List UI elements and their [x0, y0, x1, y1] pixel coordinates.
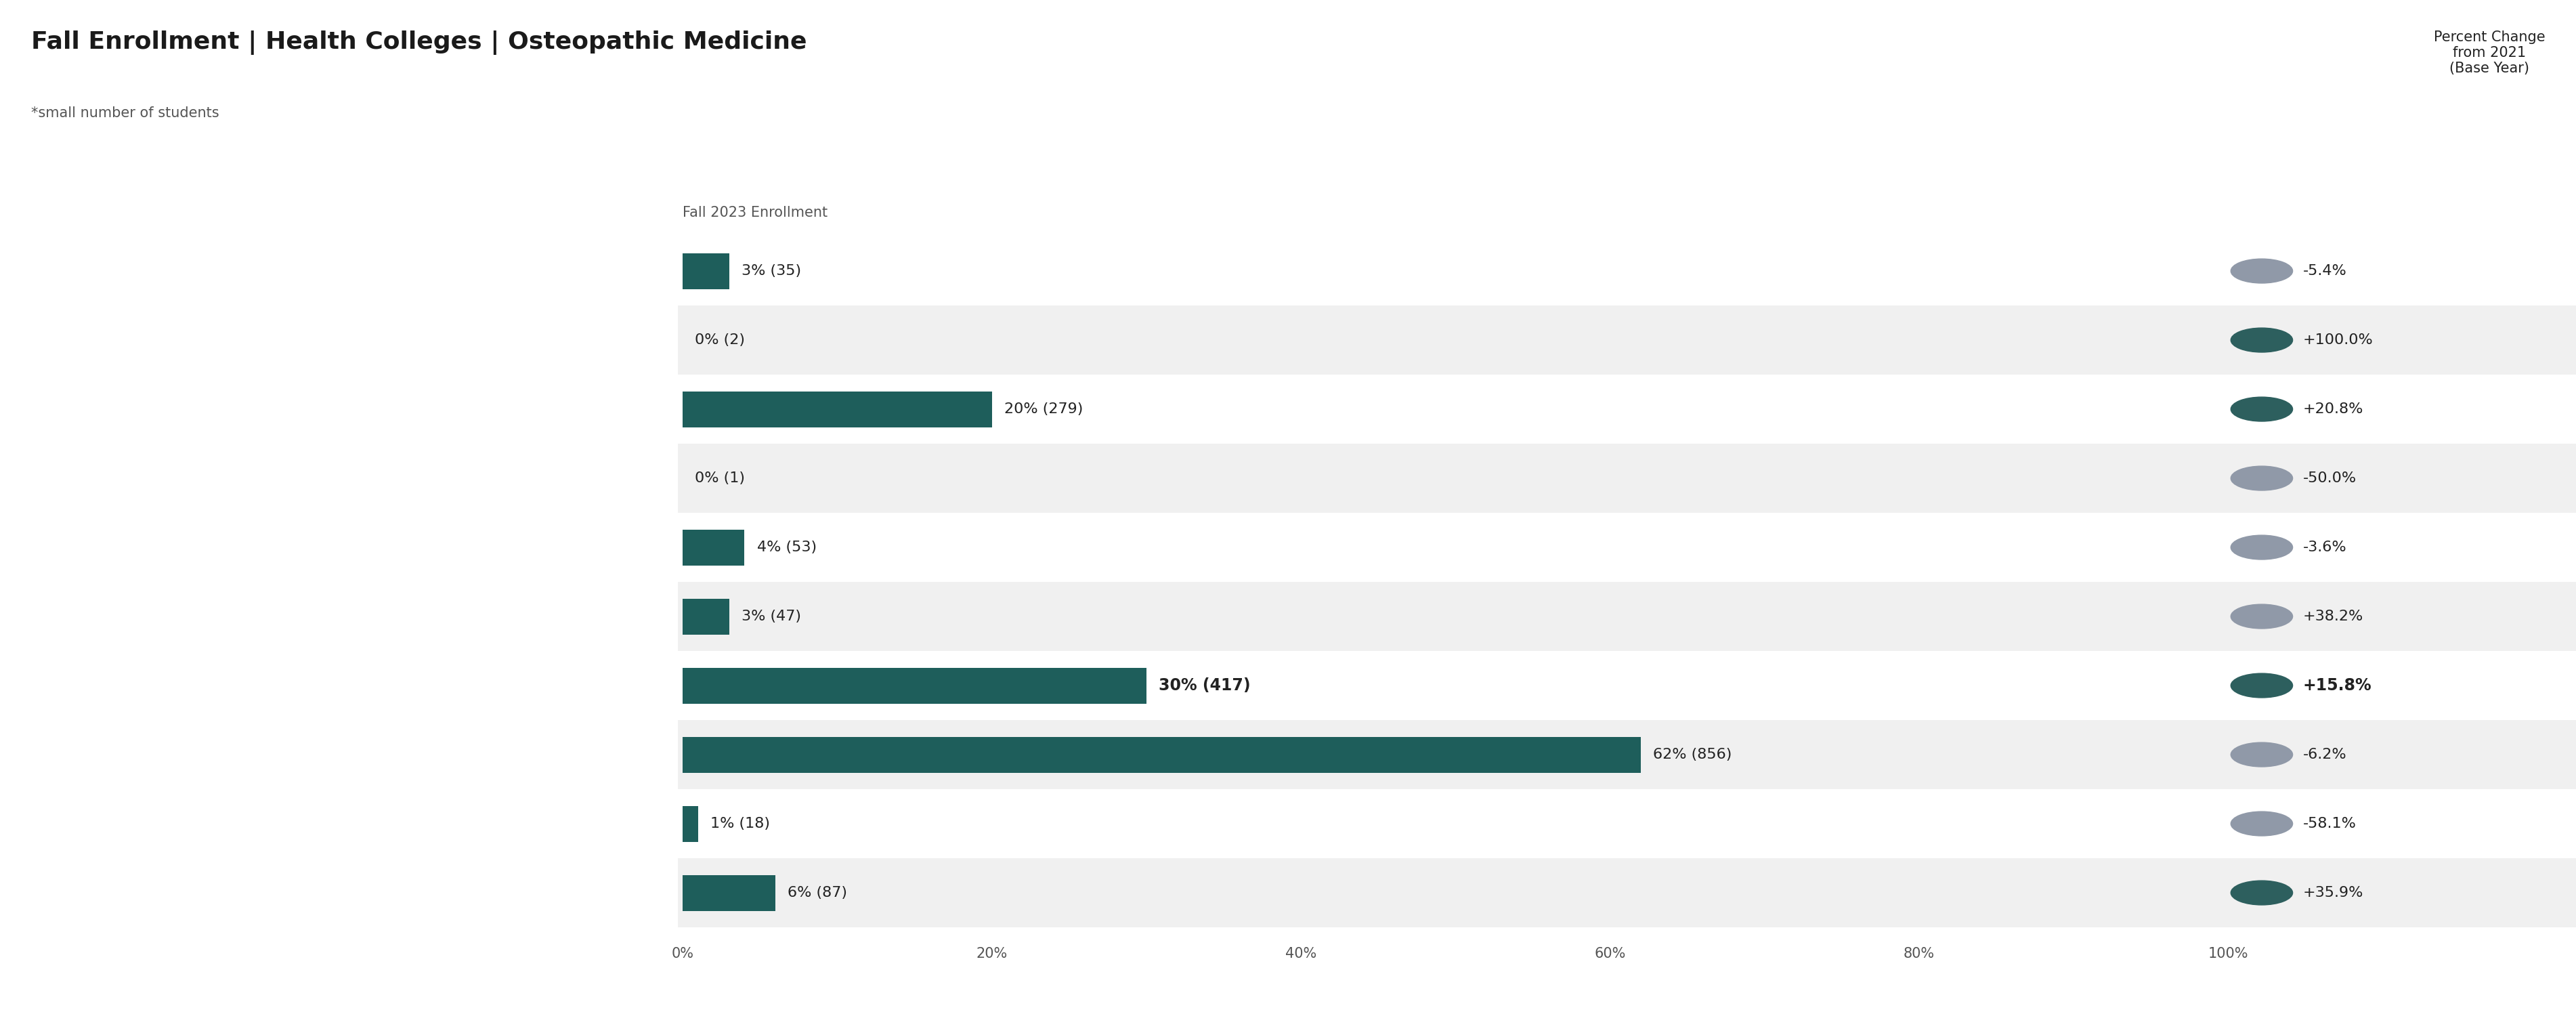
Text: ↑: ↑ — [2257, 404, 2267, 414]
Bar — [683, 529, 744, 566]
Text: -6.2%: -6.2% — [2303, 748, 2347, 761]
Text: ↓: ↓ — [2257, 542, 2267, 553]
Text: ↑: ↑ — [2257, 335, 2267, 345]
FancyBboxPatch shape — [677, 443, 2576, 513]
Text: +100.0%: +100.0% — [2303, 333, 2372, 347]
Text: -5.4%: -5.4% — [2303, 264, 2347, 277]
Text: -58.1%: -58.1% — [2303, 817, 2357, 831]
Text: 3% (47): 3% (47) — [742, 609, 801, 623]
Text: 20% (279): 20% (279) — [1005, 403, 1082, 416]
FancyBboxPatch shape — [677, 858, 2576, 927]
Bar — [683, 253, 729, 289]
Bar — [683, 874, 775, 911]
Text: 0% (1): 0% (1) — [696, 472, 744, 485]
Text: 1% (18): 1% (18) — [711, 817, 770, 831]
Text: ↑: ↑ — [2257, 888, 2267, 898]
Bar — [683, 737, 1641, 772]
Text: +35.9%: +35.9% — [2303, 887, 2362, 900]
Text: 62% (856): 62% (856) — [1654, 748, 1731, 761]
Text: 6% (87): 6% (87) — [788, 887, 848, 900]
Text: 3% (35): 3% (35) — [742, 264, 801, 277]
FancyBboxPatch shape — [677, 582, 2576, 651]
Text: -3.6%: -3.6% — [2303, 540, 2347, 555]
Text: +38.2%: +38.2% — [2303, 609, 2362, 623]
Text: 4% (53): 4% (53) — [757, 540, 817, 555]
Text: *small number of students: *small number of students — [31, 106, 219, 119]
Text: 30% (417): 30% (417) — [1159, 677, 1249, 693]
FancyBboxPatch shape — [677, 306, 2576, 374]
Text: +15.8%: +15.8% — [2303, 677, 2372, 693]
Text: -50.0%: -50.0% — [2303, 472, 2357, 485]
Text: ↓: ↓ — [2257, 819, 2267, 829]
Bar — [683, 806, 698, 842]
Text: Percent Change
from 2021
(Base Year): Percent Change from 2021 (Base Year) — [2434, 30, 2545, 75]
Text: Fall 2023 Enrollment: Fall 2023 Enrollment — [683, 205, 827, 220]
Text: ↓: ↓ — [2257, 474, 2267, 484]
Bar — [683, 392, 992, 427]
Text: ↓: ↓ — [2257, 266, 2267, 276]
Bar — [683, 668, 1146, 703]
Text: 0% (2): 0% (2) — [696, 333, 744, 347]
Text: ↓: ↓ — [2257, 611, 2267, 621]
Text: Fall Enrollment | Health Colleges | Osteopathic Medicine: Fall Enrollment | Health Colleges | Oste… — [31, 30, 806, 55]
Text: ↓: ↓ — [2257, 750, 2267, 760]
FancyBboxPatch shape — [677, 721, 2576, 789]
Text: +20.8%: +20.8% — [2303, 403, 2362, 416]
Text: ↑: ↑ — [2257, 680, 2267, 690]
Bar — [683, 598, 729, 635]
